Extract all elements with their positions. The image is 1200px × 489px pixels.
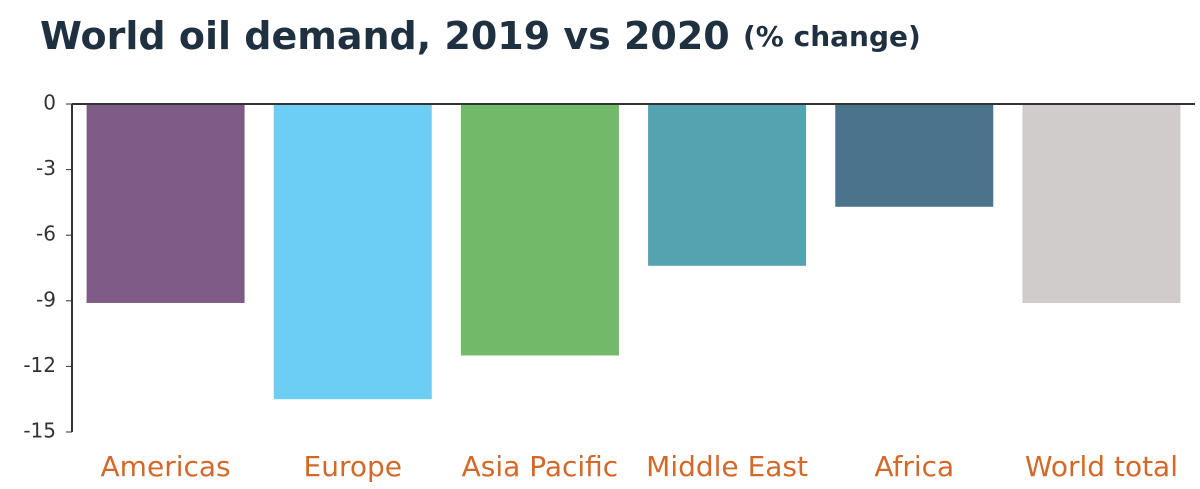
y-tick-label: -6 <box>36 222 56 246</box>
x-tick-label: Middle East <box>646 450 808 483</box>
x-tick-label: World total <box>1025 450 1178 483</box>
bar <box>835 104 994 207</box>
bar <box>648 104 807 266</box>
y-tick-label: -12 <box>23 353 56 377</box>
chart-title: World oil demand, 2019 vs 2020 (% change… <box>40 14 921 58</box>
chart-subtitle: (% change) <box>743 20 921 53</box>
bar <box>86 104 245 303</box>
bar <box>460 104 619 356</box>
x-tick-label: Americas <box>101 450 231 483</box>
y-tick-label: 0 <box>43 91 56 115</box>
bar <box>273 104 432 400</box>
y-tick-label: -3 <box>36 156 56 180</box>
y-tick-label: -9 <box>36 287 56 311</box>
bar <box>1022 104 1181 303</box>
x-tick-label: Europe <box>304 450 402 483</box>
y-tick-label: -15 <box>23 419 56 443</box>
x-tick-label: Asia Pacific <box>462 450 619 483</box>
x-tick-label: Africa <box>874 450 954 483</box>
title-main: World oil demand, 2019 vs 2020 <box>40 14 730 58</box>
